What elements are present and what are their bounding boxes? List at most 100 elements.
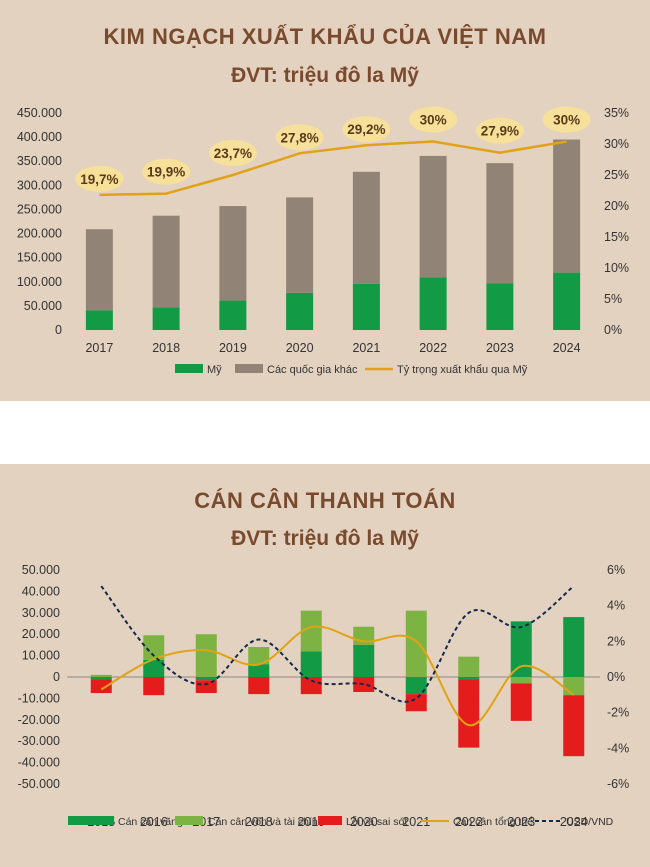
x-tick-label: 2024 — [553, 341, 581, 355]
y2-tick-label: 35% — [604, 106, 629, 120]
y-tick-label: 0 — [53, 670, 60, 684]
y-tick-label: -10.000 — [18, 691, 60, 705]
chart-unit: ĐVT: triệu đô la Mỹ — [231, 527, 419, 550]
y-tick-label: -20.000 — [18, 713, 60, 727]
y2-tick-label: 0% — [604, 323, 622, 337]
bar-current-account — [405, 677, 427, 695]
legend-swatch-errors — [318, 816, 342, 825]
x-tick-label: 2017 — [85, 341, 113, 355]
bar-errors — [248, 677, 270, 695]
data-label: 19,9% — [147, 165, 185, 180]
bar-capital-account — [405, 610, 427, 677]
balance-chart: -50.000 -40.000 -30.000 -20.000 -10.000 0 10.0… — [18, 563, 630, 829]
x-tick-label: 2022 — [419, 341, 447, 355]
y-tick-label: 350.000 — [17, 154, 62, 168]
data-label-bubble — [409, 106, 458, 133]
bar-us — [152, 307, 180, 330]
legend-label: USD/VND — [566, 816, 614, 828]
x-tick-label: 2022 — [455, 815, 483, 829]
legend-label: Lỗi và sai sót — [346, 815, 407, 828]
y2-tick-label: 30% — [604, 137, 629, 151]
data-label: 19,7% — [80, 172, 118, 187]
bar-capital-account — [458, 656, 480, 677]
data-label: 29,2% — [347, 122, 385, 137]
bar-errors — [563, 695, 585, 757]
bar-current-account — [195, 677, 217, 681]
y-tick-label: 50.000 — [22, 563, 60, 577]
data-label-bubble — [75, 165, 124, 192]
bar-current-account — [300, 651, 322, 677]
bar-errors — [405, 694, 427, 712]
y2-tick-label: 6% — [607, 563, 625, 577]
x-tick-label: 2020 — [350, 815, 378, 829]
bar-us — [352, 283, 380, 330]
y-tick-label: 30.000 — [22, 606, 60, 620]
bar-other — [286, 197, 314, 293]
x-tick-label: 2023 — [486, 341, 514, 355]
bar-other — [419, 155, 447, 278]
chart-panel-balance: CÁN CÂN THANH TOÁN ĐVT: triệu đô la Mỹ -… — [0, 464, 650, 867]
bar-errors — [510, 683, 532, 721]
bar-current-account — [90, 677, 112, 680]
legend-label: Cán cân vốn và tài chính — [208, 816, 324, 828]
bar-current-account — [458, 677, 480, 680]
bar-errors — [300, 677, 322, 695]
line-overall-balance — [100, 625, 575, 727]
bar-capital-account — [90, 674, 112, 677]
y2-tick-label: -4% — [607, 741, 629, 755]
bar-us — [553, 272, 581, 330]
bar-other — [486, 163, 514, 284]
data-label: 30% — [553, 113, 580, 128]
x-tick-label: 2018 — [245, 815, 273, 829]
y2-tick-label: 2% — [607, 634, 625, 648]
bar-us — [219, 300, 247, 330]
y-tick-label: 400.000 — [17, 130, 62, 144]
export-chart: 0 50.000 100.000 150.000 200.000 250.000 300.0… — [17, 106, 629, 376]
x-tick-label: 2021 — [402, 815, 430, 829]
x-tick-label: 2021 — [352, 341, 380, 355]
bar-current-account — [353, 644, 375, 677]
chart-panel-export: KIM NGẠCH XUẤT KHẨU CỦA VIỆT NAM ĐVT: tr… — [0, 0, 650, 401]
legend-label: Các quốc gia khác — [267, 364, 358, 376]
bar-us — [419, 277, 447, 330]
bar-other — [219, 206, 247, 301]
data-label: 30% — [420, 113, 447, 128]
x-tick-label: 2023 — [507, 815, 535, 829]
bar-errors — [353, 677, 375, 692]
y-tick-label: 300.000 — [17, 178, 62, 192]
bar-us — [286, 292, 314, 330]
data-label-bubble — [342, 116, 391, 143]
bar-errors — [458, 679, 480, 748]
y-tick-label: 250.000 — [17, 202, 62, 216]
bar-other — [553, 139, 581, 273]
bar-capital-account — [300, 610, 322, 652]
chart-unit: ĐVT: triệu đô la Mỹ — [231, 64, 419, 87]
legend-label: Tỷ trọng xuất khẩu qua Mỹ — [397, 364, 528, 376]
bar-capital-account — [563, 677, 585, 696]
spacer — [0, 401, 650, 464]
data-label-bubble — [542, 106, 591, 133]
y2-tick-label: 10% — [604, 261, 629, 275]
y2-tick-label: 25% — [604, 168, 629, 182]
y-tick-label: -50.000 — [18, 777, 60, 791]
legend-swatch-other — [235, 364, 263, 373]
data-label-bubble — [275, 124, 324, 151]
bar-errors — [195, 680, 217, 694]
bar-us — [85, 310, 113, 330]
bar-current-account — [510, 621, 532, 677]
chart-title: KIM NGẠCH XUẤT KHẨU CỦA VIỆT NAM — [103, 24, 547, 49]
bar-current-account — [563, 617, 585, 677]
legend-swatch-us — [175, 364, 203, 373]
x-tick-label: 2016 — [140, 815, 168, 829]
y2-tick-label: 4% — [607, 599, 625, 613]
data-label-bubble — [142, 158, 191, 185]
data-label: 27,8% — [280, 130, 318, 145]
bar-us — [486, 283, 514, 330]
y-tick-label: 450.000 — [17, 106, 62, 120]
chart-title: CÁN CÂN THANH TOÁN — [194, 488, 456, 513]
data-label-bubble — [208, 140, 257, 166]
legend-swatch-capital — [175, 816, 203, 825]
y-tick-label: 50.000 — [24, 299, 62, 313]
legend-swatch-current — [68, 816, 114, 825]
y-tick-label: 150.000 — [17, 251, 62, 265]
